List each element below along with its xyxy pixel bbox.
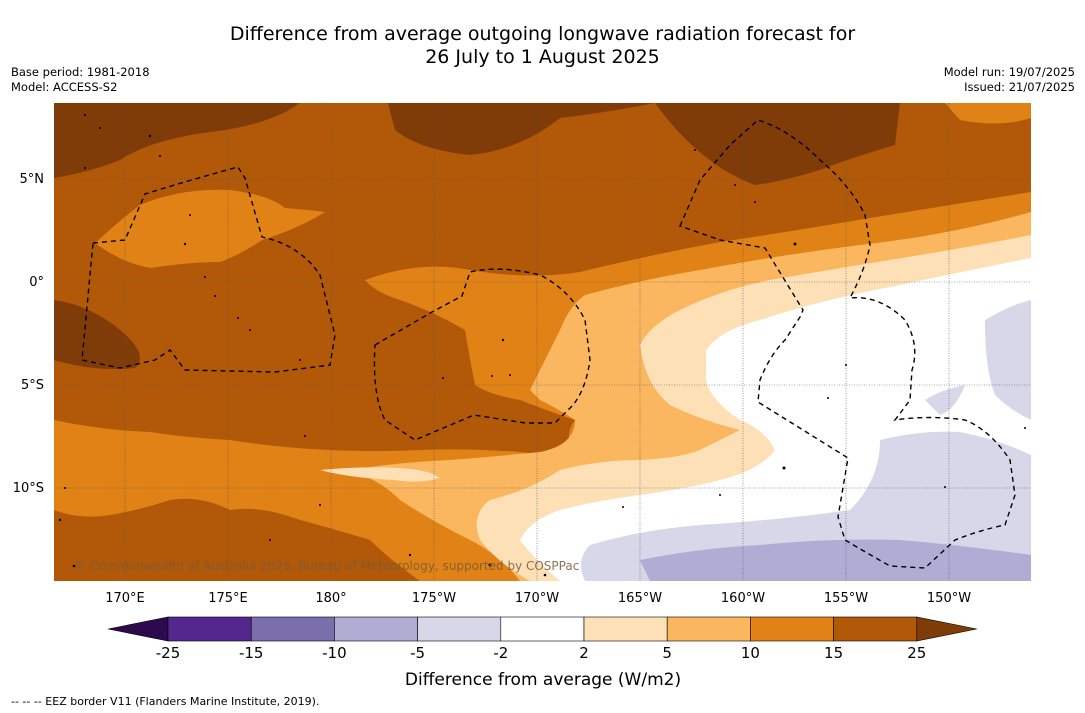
- colorbar-extend-high: [916, 616, 977, 642]
- colorbar-tick-label: -10: [322, 644, 347, 662]
- field-2-5-strip: [320, 467, 440, 482]
- field-minus5-minus2-patch: [925, 385, 965, 415]
- colorbar-segment: [250, 616, 335, 642]
- graticule: [54, 103, 1031, 581]
- lon-label-165w: 165°W: [618, 591, 662, 606]
- lon-label-180: 180°: [315, 591, 346, 606]
- field-gt25-northeast: [655, 103, 900, 185]
- field-gt25-northwest: [54, 103, 300, 178]
- lon-label-155w: 155°W: [824, 591, 868, 606]
- colorbar-tick-label: -5: [410, 644, 425, 662]
- colorbar-tick-label: 10: [741, 644, 760, 662]
- colorbar-segment: [167, 616, 252, 642]
- meta-left: Base period: 1981-2018 Model: ACCESS-S2: [11, 65, 150, 95]
- field-10-15-west-pocket: [95, 189, 325, 268]
- islands: [58, 114, 1026, 577]
- chart-title-line-2: 26 July to 1 August 2025: [425, 46, 660, 68]
- lat-label-0: 0°: [29, 275, 44, 290]
- field-10-15-ne-corner: [945, 103, 1031, 124]
- eez-legend-note: -- -- -- EEZ border V11 (Flanders Marine…: [11, 695, 320, 708]
- anomaly-field: © Commonwealth of Australia 2025, Bureau…: [54, 103, 1031, 581]
- map-credit: © Commonwealth of Australia 2025, Bureau…: [74, 559, 579, 573]
- colorbar-tick-label: 2: [579, 644, 589, 662]
- lat-label-5n: 5°N: [20, 172, 45, 187]
- lon-label-150w: 150°W: [927, 591, 971, 606]
- colorbar-segment: [666, 616, 751, 642]
- colorbar-segment: [417, 616, 502, 642]
- colorbar-segment: [583, 616, 668, 642]
- lon-label-170w: 170°W: [515, 591, 559, 606]
- colorbar-segment: [500, 616, 585, 642]
- colorbar: -25 -15 -10 -5 -2 2 5 10 15 25: [107, 616, 977, 662]
- lon-label-170e: 170°E: [105, 591, 145, 606]
- field-minus5-minus2-east: [985, 300, 1031, 420]
- model-run: Model run: 19/07/2025: [943, 65, 1075, 79]
- lon-label-160w: 160°W: [721, 591, 765, 606]
- model-name: Model: ACCESS-S2: [11, 80, 118, 94]
- field-minus10-minus5: [640, 539, 1031, 581]
- colorbar-title: Difference from average (W/m2): [405, 670, 681, 690]
- colorbar-tick-label: 5: [662, 644, 672, 662]
- colorbar-tick-label: 25: [907, 644, 926, 662]
- field-gt25-west: [54, 300, 140, 369]
- colorbar-extend-low: [107, 616, 169, 642]
- colorbar-tick-label: -2: [493, 644, 508, 662]
- lat-label-10s: 10°S: [13, 481, 44, 496]
- colorbar-tick-label: -15: [239, 644, 264, 662]
- meta-right: Model run: 19/07/2025 Issued: 21/07/2025: [944, 65, 1075, 95]
- chart-title-line-1: Difference from average outgoing longwav…: [229, 23, 856, 45]
- eez-borders: [81, 119, 1016, 569]
- base-period: Base period: 1981-2018: [11, 65, 150, 79]
- colorbar-segment: [334, 616, 418, 642]
- issued-date: Issued: 21/07/2025: [964, 80, 1075, 94]
- colorbar-tick-label: 15: [824, 644, 843, 662]
- colorbar-tick-label: -25: [156, 644, 181, 662]
- lat-label-5s: 5°S: [21, 378, 44, 393]
- colorbar-segment: [833, 616, 918, 642]
- colorbar-segment: [750, 616, 834, 642]
- lon-label-175w: 175°W: [412, 591, 456, 606]
- field-gt25-north: [388, 103, 655, 155]
- lon-label-175e: 175°E: [208, 591, 248, 606]
- field-15-25-southwest: [54, 542, 240, 581]
